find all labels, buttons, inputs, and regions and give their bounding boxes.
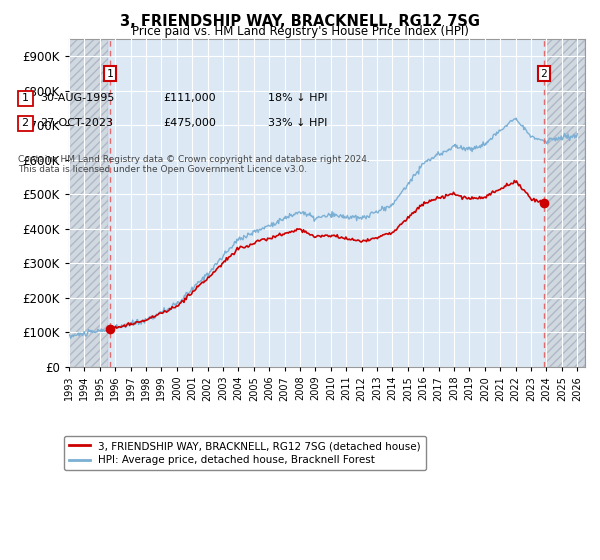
Text: Contains HM Land Registry data © Crown copyright and database right 2024.
This d: Contains HM Land Registry data © Crown c… [18,155,370,174]
Bar [69,39,107,367]
Text: £475,000: £475,000 [163,118,216,128]
Text: £111,000: £111,000 [163,93,215,103]
Text: 27-OCT-2023: 27-OCT-2023 [40,118,113,128]
Legend: 3, FRIENDSHIP WAY, BRACKNELL, RG12 7SG (detached house), HPI: Average price, det: 3, FRIENDSHIP WAY, BRACKNELL, RG12 7SG (… [64,436,426,470]
Text: 2: 2 [22,118,29,128]
Text: 2: 2 [541,69,547,79]
Text: Price paid vs. HM Land Registry's House Price Index (HPI): Price paid vs. HM Land Registry's House … [131,25,469,38]
Bar [547,39,585,367]
Text: 3, FRIENDSHIP WAY, BRACKNELL, RG12 7SG: 3, FRIENDSHIP WAY, BRACKNELL, RG12 7SG [120,14,480,29]
Text: 33% ↓ HPI: 33% ↓ HPI [268,118,328,128]
Text: 18% ↓ HPI: 18% ↓ HPI [268,93,328,103]
Text: 1: 1 [107,69,113,79]
Text: 1: 1 [22,93,29,103]
FancyBboxPatch shape [17,115,32,130]
Text: 30-AUG-1995: 30-AUG-1995 [40,93,115,103]
FancyBboxPatch shape [17,91,32,105]
